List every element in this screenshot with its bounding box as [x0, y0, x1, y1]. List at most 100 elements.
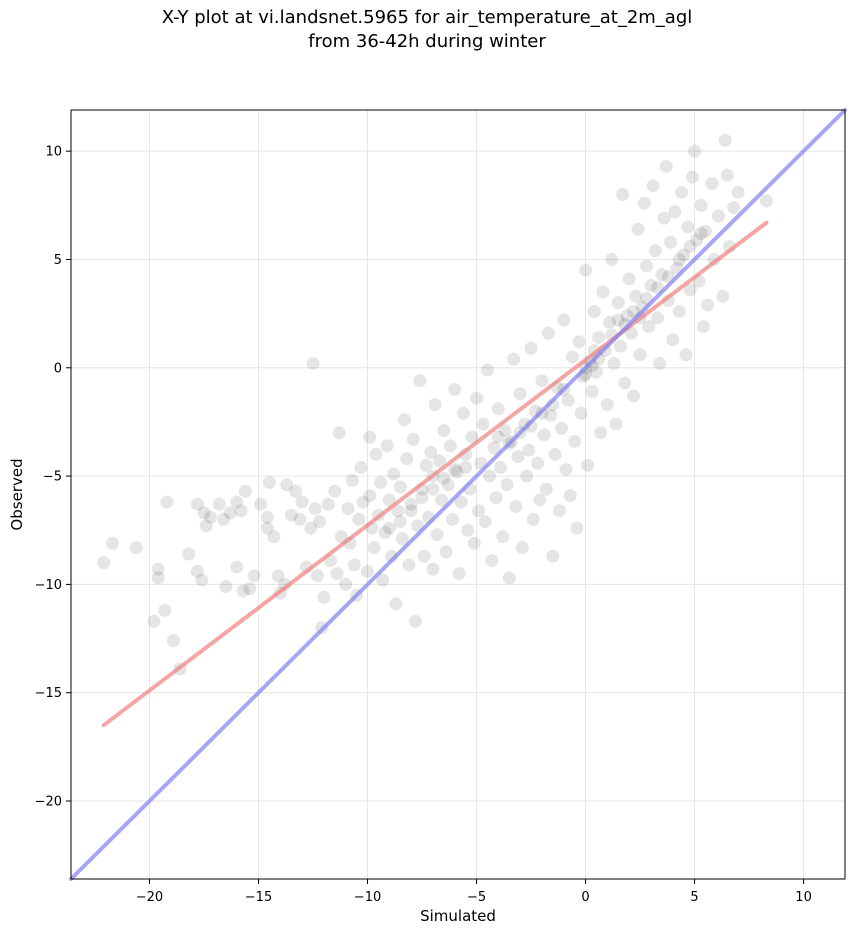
data-point [234, 504, 248, 518]
data-point [435, 493, 449, 507]
data-point [666, 333, 680, 347]
data-point [236, 584, 250, 598]
data-point [389, 597, 403, 611]
data-point [659, 159, 673, 173]
data-point [395, 532, 409, 546]
data-point [524, 341, 538, 355]
data-point [557, 313, 571, 327]
chart-title: X-Y plot at vi.landsnet.5965 for air_tem… [0, 6, 854, 54]
data-point [363, 489, 377, 503]
y-tick-label: −15 [35, 686, 62, 701]
data-point [683, 239, 697, 253]
data-point [642, 320, 656, 334]
data-point [720, 168, 734, 182]
data-point [391, 504, 405, 518]
data-point [406, 432, 420, 446]
data-point [646, 179, 660, 193]
data-point [489, 491, 503, 505]
data-point [476, 417, 490, 431]
chart-title-line-2: from 36-42h during winter [308, 31, 546, 52]
data-point [465, 430, 479, 444]
data-point [147, 614, 161, 628]
data-point [622, 272, 636, 286]
data-point [478, 515, 492, 529]
y-tick-label: 5 [54, 253, 62, 268]
data-point [592, 330, 606, 344]
data-point [361, 564, 375, 578]
data-point [585, 385, 599, 399]
data-point [555, 421, 569, 435]
data-point [559, 463, 573, 477]
data-point [565, 350, 579, 364]
data-point [262, 476, 276, 490]
data-point [260, 510, 274, 524]
data-point [539, 482, 553, 496]
data-point [668, 205, 682, 219]
data-point [461, 523, 475, 537]
data-point [426, 562, 440, 576]
data-point [694, 198, 708, 212]
data-point [105, 536, 119, 550]
data-point [129, 541, 143, 555]
data-point [404, 497, 418, 511]
data-point [607, 356, 621, 370]
x-tick-label: −20 [136, 890, 163, 905]
data-point [688, 144, 702, 158]
data-point [243, 582, 257, 596]
data-point [672, 304, 686, 318]
data-point [369, 447, 383, 461]
data-point [393, 515, 407, 529]
data-point [330, 567, 344, 581]
data-point [600, 398, 614, 412]
data-point [321, 497, 335, 511]
data-point [387, 467, 401, 481]
data-point [317, 590, 331, 604]
data-point [356, 495, 370, 509]
data-point [531, 456, 545, 470]
data-point [408, 614, 422, 628]
data-point [310, 569, 324, 583]
y-axis-label: Observed [8, 458, 26, 530]
data-point [452, 567, 466, 581]
data-point [563, 489, 577, 503]
x-tick-label: 5 [690, 890, 698, 905]
data-points [97, 133, 774, 676]
data-point [594, 426, 608, 440]
data-point [685, 170, 699, 184]
data-point [701, 298, 715, 312]
y-tick-label: 10 [45, 145, 62, 160]
data-point [609, 417, 623, 431]
data-point [413, 374, 427, 388]
data-point [535, 374, 549, 388]
data-point [677, 248, 691, 262]
data-point [548, 447, 562, 461]
data-point [212, 497, 226, 511]
data-point [456, 406, 470, 420]
data-point [448, 382, 462, 396]
data-point [511, 450, 525, 464]
data-point [655, 268, 669, 282]
data-point [653, 356, 667, 370]
data-point [472, 504, 486, 518]
data-point [520, 469, 534, 483]
data-point [339, 577, 353, 591]
data-point [437, 471, 451, 485]
data-point [402, 558, 416, 572]
grid-lines [71, 110, 845, 879]
data-point [448, 463, 462, 477]
data-point [552, 504, 566, 518]
x-axis-label: Simulated [420, 907, 496, 925]
data-point [345, 473, 359, 487]
data-point [289, 484, 303, 498]
data-point [581, 458, 595, 472]
data-point [467, 536, 481, 550]
data-point [507, 352, 521, 366]
data-point [347, 558, 361, 572]
data-point [570, 521, 584, 535]
data-point [611, 296, 625, 310]
data-point [367, 541, 381, 555]
data-point [679, 348, 693, 362]
data-point [480, 363, 494, 377]
data-point [304, 521, 318, 535]
data-point [760, 194, 774, 208]
